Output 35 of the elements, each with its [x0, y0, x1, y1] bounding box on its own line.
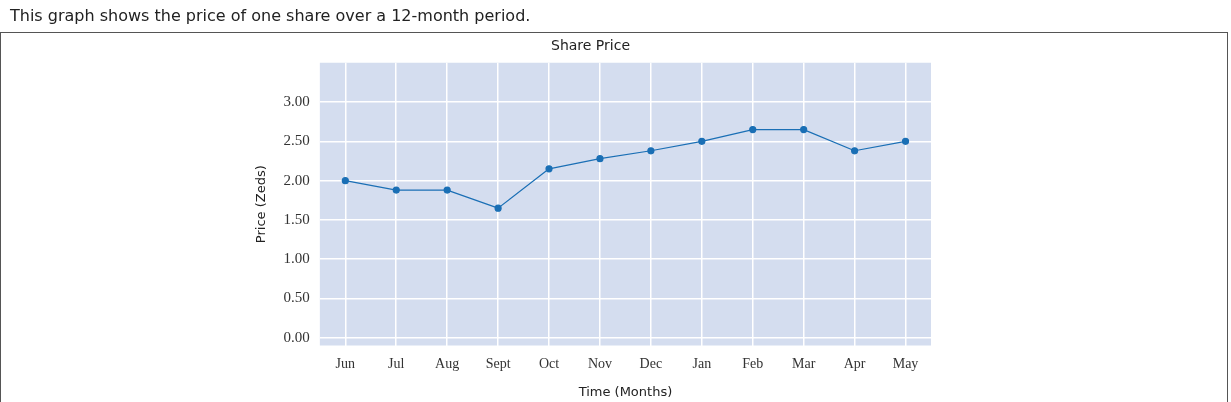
point — [443, 186, 451, 194]
point — [647, 147, 655, 155]
point — [545, 165, 553, 173]
x-tick-label: Apr — [843, 355, 866, 371]
point — [698, 137, 706, 145]
point — [800, 125, 808, 134]
x-tick-label: Feb — [742, 355, 764, 371]
x-tick-label: Jul — [388, 355, 405, 371]
x-tick-label: Dec — [639, 355, 663, 371]
point — [851, 147, 859, 155]
point — [749, 125, 757, 134]
y-tick-label: 2.50 — [283, 132, 310, 149]
text: This graph shows the price of one share over a 12-month period. — [10, 6, 531, 25]
y-tick-label: 3.00 — [283, 93, 310, 110]
x-tick-label: Jun — [335, 355, 356, 371]
point — [901, 137, 910, 145]
x-tick-label: May — [892, 355, 919, 371]
point — [596, 155, 604, 163]
point — [494, 204, 502, 212]
x-axis-title: Time (Months) — [577, 383, 673, 399]
x-tick-label: Jan — [692, 355, 712, 371]
chart-title: Share Price — [550, 37, 631, 54]
x-tick-label: Nov — [587, 355, 613, 371]
y-tick-label: 1.50 — [283, 210, 310, 227]
x-tick-label: Aug — [435, 355, 460, 371]
x-tick-label: Mar — [792, 355, 816, 371]
x-tick-label: Oct — [538, 355, 560, 371]
x-tick-label: Sept — [485, 355, 511, 371]
y-tick-label: 1.00 — [283, 250, 310, 267]
point — [341, 177, 349, 185]
y-tick-label: 0.00 — [283, 328, 310, 345]
y-axis-title: Price (Zeds) — [253, 165, 269, 244]
y-tick-label: 2.00 — [283, 171, 310, 188]
y-tick-label: 0.50 — [283, 289, 310, 306]
point — [392, 186, 400, 194]
